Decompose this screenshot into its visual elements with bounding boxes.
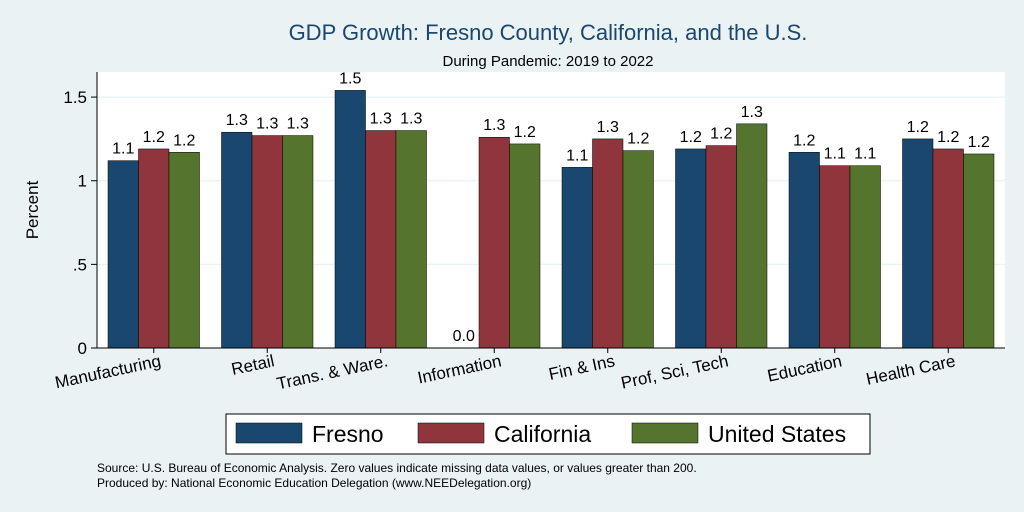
bar-value-label: 0.0 <box>453 328 475 345</box>
bar-united-states <box>282 135 314 349</box>
bar-value-label: 1.2 <box>143 129 165 146</box>
x-tick-label: Trans. & Ware. <box>275 351 390 393</box>
bar-fresno <box>107 160 139 349</box>
bar-value-label: 1.3 <box>400 111 422 128</box>
bar-california <box>819 165 851 349</box>
x-tick-label: Prof, Sci, Tech <box>619 351 730 392</box>
legend-box <box>225 413 871 455</box>
bar-value-label: 1.3 <box>226 112 248 129</box>
bar-value-label: 1.2 <box>710 126 732 143</box>
bar-value-label: 1.1 <box>824 146 846 163</box>
y-tick-label: .5 <box>73 255 87 274</box>
bar-fresno <box>902 138 934 349</box>
bar-value-label: 1.3 <box>287 116 309 133</box>
y-tick-label: 1.5 <box>63 88 87 107</box>
x-tick-label: Information <box>416 351 503 387</box>
bar-united-states <box>849 165 881 349</box>
bars <box>107 90 995 349</box>
chart-subtitle: During Pandemic: 2019 to 2022 <box>443 53 654 70</box>
bar-fresno <box>221 131 253 349</box>
bar-california <box>592 138 624 349</box>
bar-united-states <box>509 143 541 349</box>
y-axis-label: Percent <box>23 180 42 239</box>
bar-value-label: 1.2 <box>627 131 649 148</box>
bar-value-label: 1.2 <box>514 124 536 141</box>
produced-by-note: Produced by: National Economic Education… <box>97 476 532 490</box>
bar-value-label: 1.3 <box>256 116 278 133</box>
bar-value-label: 1.1 <box>854 146 876 163</box>
bar-united-states <box>622 150 654 349</box>
bar-california <box>705 145 737 349</box>
bar-fresno <box>675 148 707 349</box>
legend: Fresno California United States <box>225 413 871 455</box>
legend-swatch <box>417 422 485 444</box>
bar-fresno <box>334 90 366 349</box>
bar-fresno <box>561 167 593 349</box>
bar-value-label: 1.2 <box>793 132 815 149</box>
bar-value-label: 1.5 <box>339 70 361 87</box>
legend-label: California <box>494 421 591 447</box>
bar-value-label: 1.2 <box>937 129 959 146</box>
bar-united-states <box>963 153 995 349</box>
bar-value-labels: 1.1 1.2 1.2 1.3 1.3 1.3 1.5 1.3 1.3 0.0 1.3 1.2 1.1 1… <box>112 70 990 345</box>
bar-california <box>251 135 283 349</box>
bar-value-label: 1.1 <box>112 141 134 158</box>
bar-value-label: 1.2 <box>968 134 990 151</box>
legend-label: United States <box>708 421 846 447</box>
chart-title: GDP Growth: Fresno County, California, a… <box>289 20 808 45</box>
bar-california <box>138 148 170 349</box>
x-tick-label: Fin & Ins <box>547 351 617 384</box>
bar-value-label: 1.3 <box>370 111 392 128</box>
bar-value-label: 1.2 <box>680 129 702 146</box>
legend-label: Fresno <box>312 421 384 447</box>
x-tick-label: Manufacturing <box>53 351 162 392</box>
bar-united-states <box>168 152 200 349</box>
bar-united-states <box>736 123 768 349</box>
bar-value-label: 1.1 <box>566 147 588 164</box>
bar-value-label: 1.2 <box>907 119 929 136</box>
bar-united-states <box>395 130 427 349</box>
bar-california <box>365 130 397 349</box>
y-tick-label: 0 <box>78 339 87 358</box>
source-note: Source: U.S. Bureau of Economic Analysis… <box>97 461 697 475</box>
x-tick-label: Retail <box>230 351 276 379</box>
legend-swatch <box>631 422 699 444</box>
bar-value-label: 1.2 <box>173 132 195 149</box>
bar-california <box>478 136 510 349</box>
x-tick-label: Health Care <box>864 351 957 388</box>
x-tick-label: Education <box>766 351 844 385</box>
bar-value-label: 1.3 <box>483 117 505 134</box>
y-tick-label: 1 <box>78 172 87 191</box>
bar-fresno <box>788 152 820 349</box>
bar-value-label: 1.3 <box>741 104 763 121</box>
legend-swatch <box>235 422 303 444</box>
bar-value-label: 1.3 <box>597 119 619 136</box>
bar-california <box>932 148 964 349</box>
